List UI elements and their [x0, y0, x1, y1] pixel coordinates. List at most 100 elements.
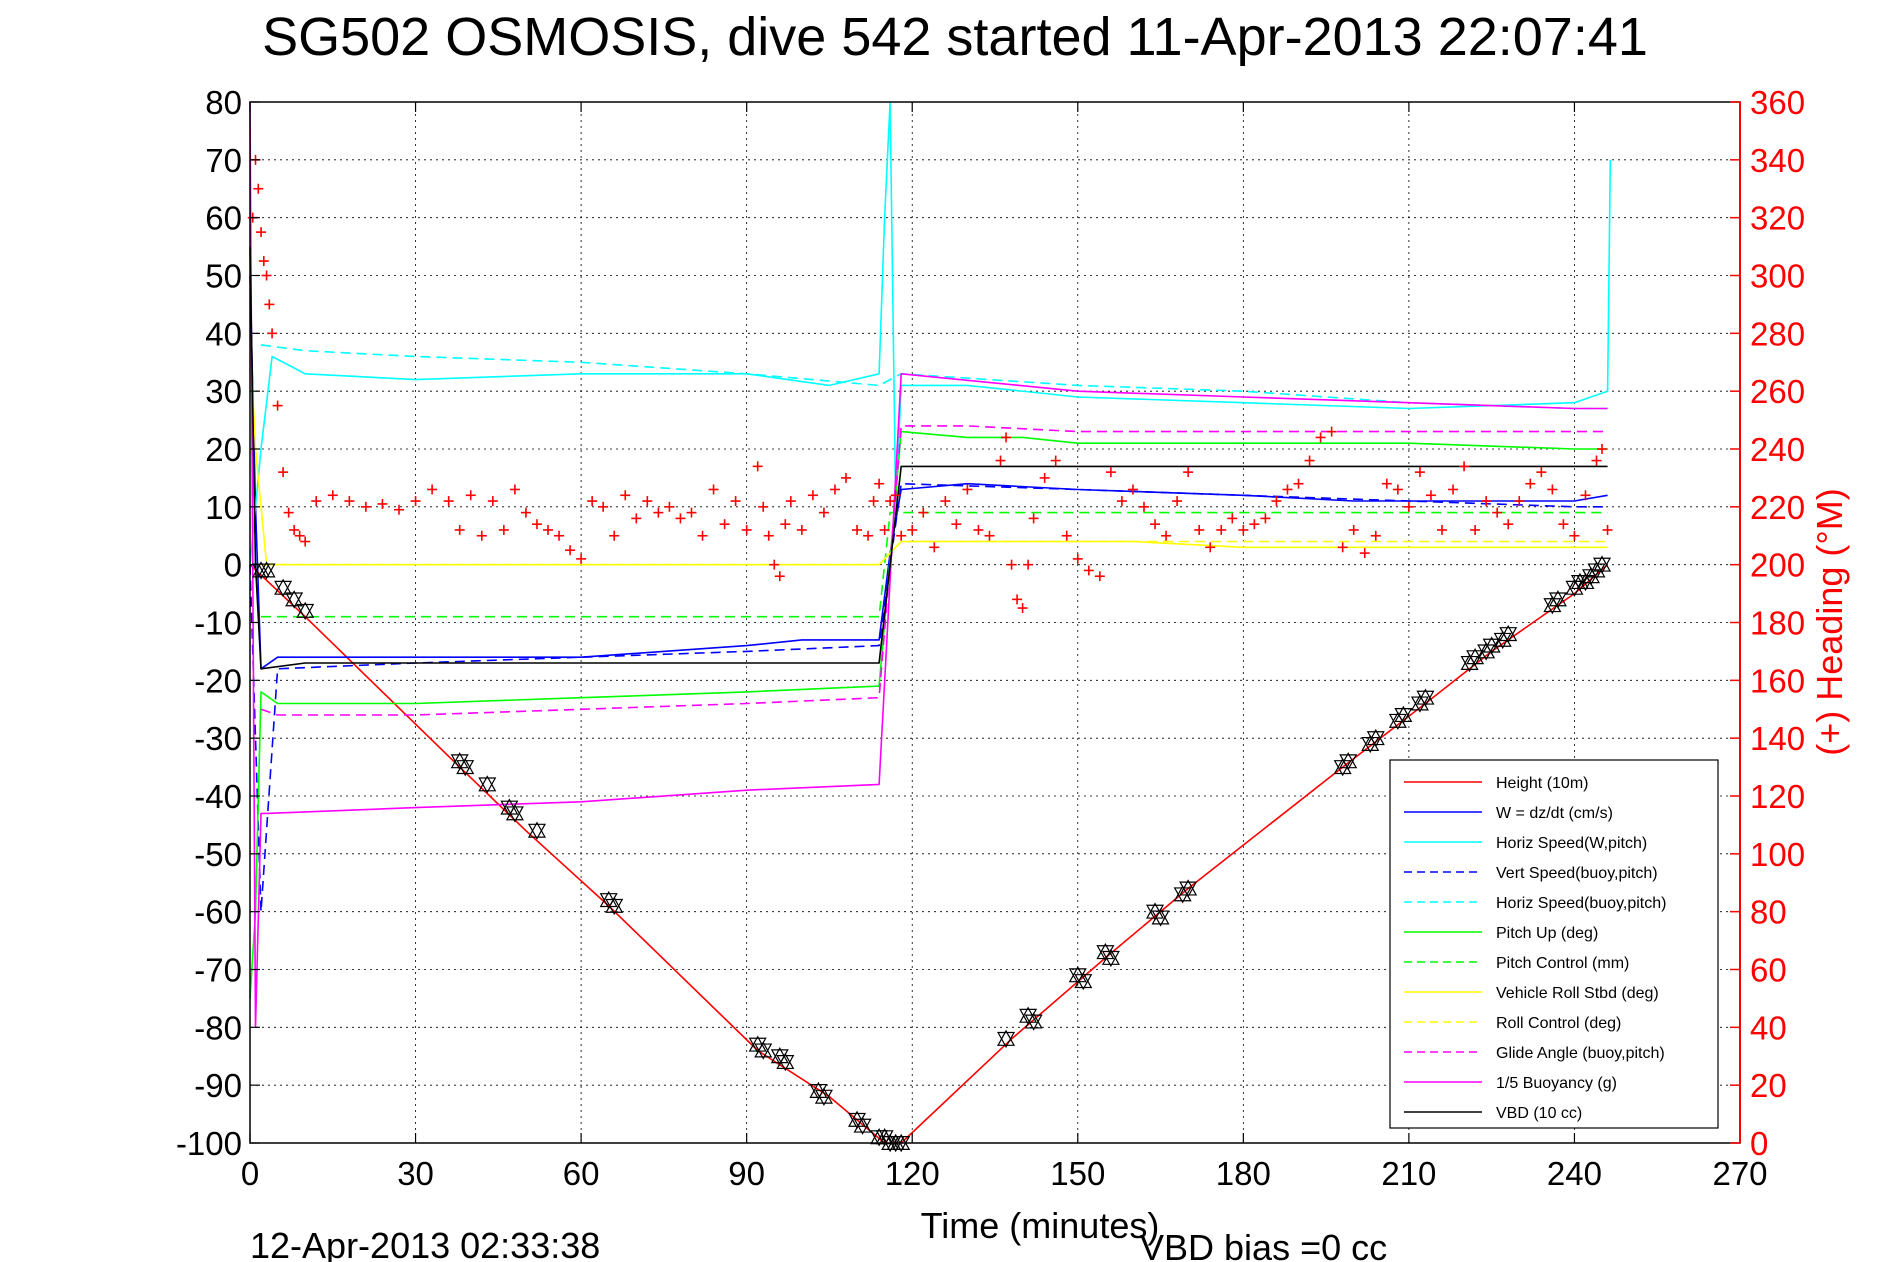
x-tick-label-4: 120 [885, 1155, 940, 1192]
heading-point-15 [327, 490, 338, 501]
heading-point-111 [1326, 426, 1337, 437]
heading-point-130 [1536, 467, 1547, 478]
series-line-2 [249, 101, 1612, 565]
heading-point-2 [253, 183, 264, 194]
heading-point-10 [283, 507, 294, 518]
x-axis-ticks: 0 30 60 90 120 150 180 210 240 270 [241, 102, 1768, 1192]
heading-point-67 [885, 496, 896, 507]
heading-point-65 [874, 478, 885, 489]
heading-point-24 [465, 490, 476, 501]
heading-point-60 [829, 484, 840, 495]
y2-tick-label-11: 140 [1750, 720, 1805, 757]
heading-point-55 [780, 519, 791, 530]
y2-tick-label-8: 200 [1750, 547, 1805, 584]
sample-marker-32 [1101, 948, 1120, 968]
heading-point-18 [377, 498, 388, 509]
sample-markers [252, 555, 1612, 1153]
heading-point-17 [360, 501, 371, 512]
heading-point-84 [1028, 513, 1039, 524]
heading-point-75 [962, 484, 973, 495]
heading-point-74 [951, 519, 962, 530]
series-line-4 [260, 344, 1608, 410]
heading-point-71 [918, 507, 929, 518]
heading-point-5 [261, 270, 272, 281]
heading-point-92 [1116, 496, 1127, 507]
heading-point-45 [697, 530, 708, 541]
chart-title: SG502 OSMOSIS, dive 542 started 11-Apr-2… [262, 7, 1648, 67]
sample-marker-38 [1339, 752, 1358, 771]
heading-point-72 [929, 542, 940, 553]
legend-label-2: Horiz Speed(W,pitch) [1496, 835, 1647, 852]
legend-label-6: Pitch Control (mm) [1496, 955, 1629, 972]
series-line-1 [249, 275, 1608, 670]
plot-area [249, 101, 1612, 1144]
sample-marker-40 [1366, 728, 1385, 748]
legend-label-9: Glide Angle (buoy,pitch) [1496, 1045, 1665, 1062]
sample-marker-16 [776, 1052, 795, 1072]
y2-tick-label-16: 40 [1750, 1009, 1787, 1046]
sample-marker-2 [274, 578, 293, 598]
heading-point-25 [476, 530, 487, 541]
heading-point-109 [1304, 455, 1315, 466]
legend-label-10: 1/5 Buoyancy (g) [1496, 1075, 1617, 1092]
heading-point-23 [454, 524, 465, 535]
y2-tick-label-7: 220 [1750, 489, 1805, 526]
y-tick-label-14: -60 [194, 894, 242, 931]
heading-point-106 [1271, 496, 1282, 507]
y-tick-label-16: -80 [194, 1009, 242, 1046]
y-tick-label-1: 70 [205, 142, 242, 179]
y-tick-label-4: 40 [205, 315, 242, 352]
x-tick-label-2: 60 [563, 1155, 600, 1192]
heading-point-105 [1260, 513, 1271, 524]
heading-point-26 [487, 496, 498, 507]
heading-point-102 [1227, 513, 1238, 524]
heading-point-133 [1569, 530, 1580, 541]
heading-point-95 [1150, 519, 1161, 530]
heading-point-53 [769, 559, 780, 570]
heading-point-28 [509, 484, 520, 495]
heading-point-40 [642, 496, 653, 507]
legend-label-3: Vert Speed(buoy,pitch) [1496, 865, 1658, 882]
heading-point-7 [267, 328, 278, 339]
heading-point-121 [1437, 524, 1447, 535]
sample-marker-50 [1499, 624, 1518, 644]
heading-point-110 [1315, 432, 1326, 443]
legend-label-5: Pitch Up (deg) [1496, 925, 1598, 942]
heading-point-73 [940, 496, 951, 507]
y2-tick-label-12: 120 [1750, 778, 1805, 815]
y-tick-label-7: 10 [205, 489, 242, 526]
heading-point-125 [1481, 496, 1492, 507]
heading-point-12 [294, 530, 305, 541]
heading-point-89 [1083, 565, 1094, 576]
heading-point-124 [1470, 524, 1481, 535]
heading-point-30 [531, 519, 542, 530]
heading-point-122 [1448, 484, 1459, 495]
heading-point-41 [653, 507, 664, 518]
y2-tick-label-6: 240 [1750, 431, 1805, 468]
x-axis-label: Time (minutes) [921, 1205, 1160, 1246]
sample-marker-9 [505, 804, 524, 823]
y2-tick-label-3: 300 [1750, 258, 1805, 295]
y2-tick-label-17: 20 [1750, 1067, 1787, 1104]
heading-point-112 [1337, 542, 1348, 553]
heading-point-20 [410, 496, 421, 507]
heading-point-52 [763, 530, 774, 541]
sample-marker-42 [1394, 705, 1413, 725]
legend-box [1389, 759, 1719, 1129]
legend-label-11: VBD (10 cc) [1496, 1105, 1582, 1122]
y2-tick-label-5: 260 [1750, 373, 1805, 410]
heading-point-137 [1602, 524, 1613, 535]
heading-point-36 [598, 501, 609, 512]
y2-tick-label-13: 100 [1750, 836, 1805, 873]
heading-point-21 [427, 484, 438, 495]
y-tick-label-0: 80 [205, 84, 242, 121]
sample-marker-58 [1593, 555, 1612, 574]
heading-point-81 [1012, 594, 1023, 605]
footer-vbd-bias: VBD bias =0 cc [1140, 1227, 1387, 1262]
y2-tick-label-1: 340 [1750, 142, 1805, 179]
y-tick-label-5: 30 [205, 373, 242, 410]
heading-point-29 [520, 507, 531, 518]
heading-point-63 [863, 530, 874, 541]
sample-marker-6 [456, 757, 475, 777]
heading-point-86 [1050, 455, 1061, 466]
